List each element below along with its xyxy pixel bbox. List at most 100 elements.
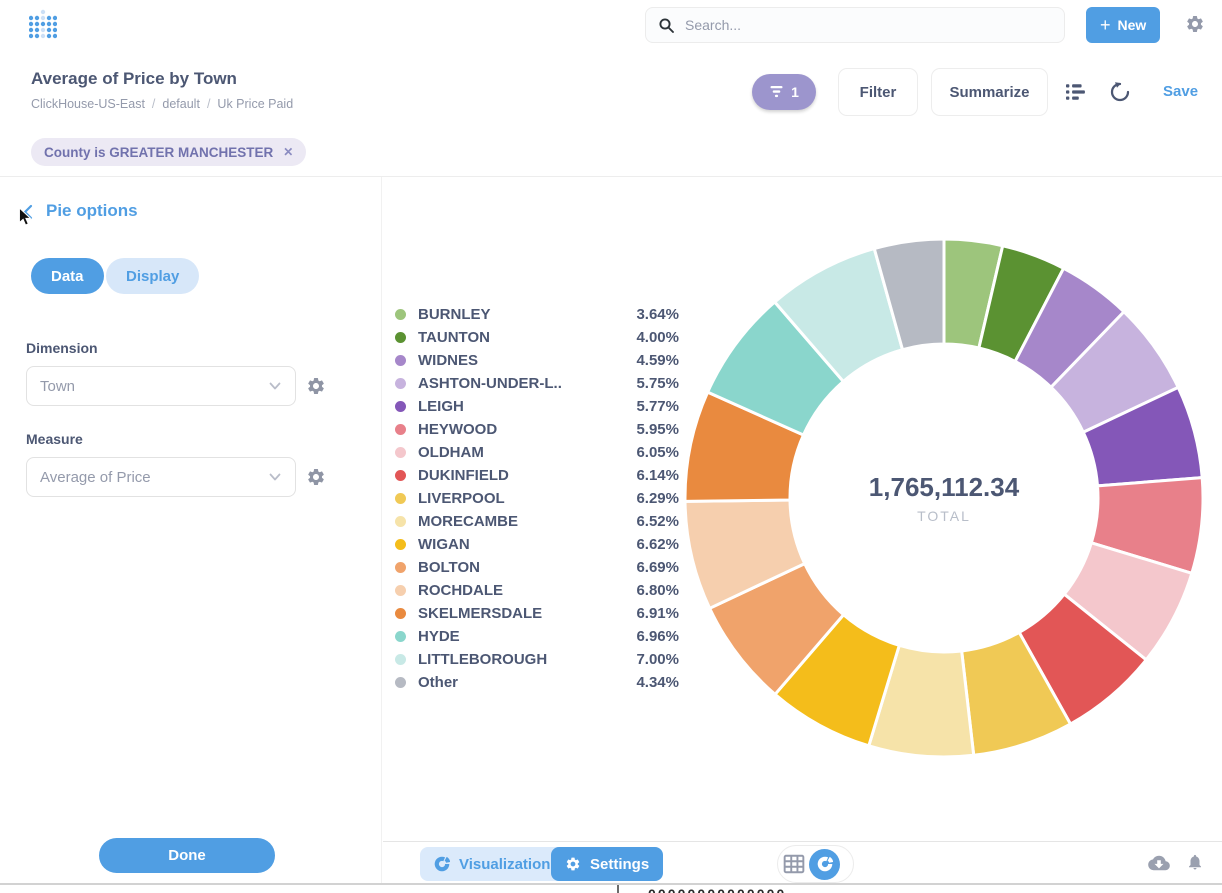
view-toggle bbox=[777, 845, 854, 883]
legend-label: MORECAMBE bbox=[418, 513, 518, 530]
legend-swatch bbox=[395, 332, 406, 343]
measure-label: Measure bbox=[26, 431, 83, 447]
filter-button[interactable]: Filter bbox=[838, 68, 918, 116]
settings-button[interactable]: Settings bbox=[551, 847, 664, 881]
chart-area: BURNLEY 3.64% TAUNTON 4.00% WIDNES 4.59% ASHTO… bbox=[383, 177, 1222, 893]
legend-item[interactable]: ROCHDALE 6.80% bbox=[395, 579, 679, 602]
chevron-down-icon bbox=[269, 382, 281, 390]
breadcrumb: ClickHouse-US-East / default / Uk Price … bbox=[31, 97, 293, 111]
legend-value: 6.96% bbox=[636, 628, 679, 645]
legend-item[interactable]: ASHTON-UNDER-L.. 5.75% bbox=[395, 372, 679, 395]
legend-item[interactable]: WIDNES 4.59% bbox=[395, 349, 679, 372]
legend-item[interactable]: SKELMERSDALE 6.91% bbox=[395, 602, 679, 625]
plus-icon: + bbox=[1100, 15, 1111, 35]
legend-swatch bbox=[395, 585, 406, 596]
legend-swatch bbox=[395, 562, 406, 573]
dimension-value: Town bbox=[40, 377, 76, 395]
refresh-icon[interactable] bbox=[1110, 82, 1130, 102]
pie-view-toggle[interactable] bbox=[809, 848, 840, 880]
new-button[interactable]: + New bbox=[1086, 7, 1161, 43]
legend-value: 5.77% bbox=[636, 398, 679, 415]
filter-count-pill[interactable]: 1 bbox=[752, 74, 816, 110]
search-bar[interactable] bbox=[645, 7, 1065, 43]
breadcrumb-database[interactable]: ClickHouse-US-East bbox=[31, 97, 145, 111]
breadcrumb-table[interactable]: Uk Price Paid bbox=[217, 97, 294, 111]
filter-count: 1 bbox=[791, 84, 799, 100]
legend-swatch bbox=[395, 378, 406, 389]
summarize-button[interactable]: Summarize bbox=[931, 68, 1048, 116]
legend-value: 6.91% bbox=[636, 605, 679, 622]
legend-swatch bbox=[395, 401, 406, 412]
legend-label: Other bbox=[418, 674, 459, 691]
legend-swatch bbox=[395, 447, 406, 458]
legend-value: 6.52% bbox=[636, 513, 679, 530]
tab-data[interactable]: Data bbox=[31, 258, 104, 294]
legend-swatch bbox=[395, 470, 406, 481]
clipped-tick bbox=[617, 885, 619, 893]
legend-item[interactable]: LEIGH 5.77% bbox=[395, 395, 679, 418]
breadcrumb-separator: / bbox=[206, 97, 211, 111]
done-button[interactable]: Done bbox=[99, 838, 275, 873]
legend-item[interactable]: Other 4.34% bbox=[395, 671, 679, 694]
tab-display[interactable]: Display bbox=[106, 258, 200, 294]
legend-label: TAUNTON bbox=[418, 329, 490, 346]
measure-select[interactable]: Average of Price bbox=[26, 457, 296, 497]
legend-label: ROCHDALE bbox=[418, 582, 503, 599]
metabase-logo-icon[interactable] bbox=[29, 9, 57, 41]
legend-label: BOLTON bbox=[418, 559, 480, 576]
legend-item[interactable]: DUKINFIELD 6.14% bbox=[395, 464, 679, 487]
legend-label: WIGAN bbox=[418, 536, 470, 553]
download-icon[interactable] bbox=[1148, 854, 1170, 872]
measure-gear-icon[interactable] bbox=[306, 467, 326, 487]
legend-value: 6.05% bbox=[636, 444, 679, 461]
legend-item[interactable]: HEYWOOD 5.95% bbox=[395, 418, 679, 441]
clipped-text: 00000000000000 bbox=[648, 886, 786, 893]
legend-value: 6.29% bbox=[636, 490, 679, 507]
legend-value: 4.59% bbox=[636, 352, 679, 369]
top-nav: + New bbox=[0, 0, 1222, 56]
breadcrumb-schema[interactable]: default bbox=[162, 97, 200, 111]
legend-value: 5.95% bbox=[636, 421, 679, 438]
visualization-button[interactable]: Visualization bbox=[420, 847, 565, 881]
legend-label: ASHTON-UNDER-L.. bbox=[418, 375, 562, 392]
legend-item[interactable]: WIGAN 6.62% bbox=[395, 533, 679, 556]
header-divider bbox=[0, 176, 1222, 177]
remove-filter-icon[interactable]: ✕ bbox=[283, 145, 294, 159]
legend-label: LITTLEBOROUGH bbox=[418, 651, 548, 668]
table-view-icon[interactable] bbox=[783, 853, 805, 875]
search-input[interactable] bbox=[685, 17, 1052, 33]
legend-item[interactable]: LIVERPOOL 6.29% bbox=[395, 487, 679, 510]
legend-value: 3.64% bbox=[636, 306, 679, 323]
dimension-gear-icon[interactable] bbox=[306, 376, 326, 396]
legend-item[interactable]: OLDHAM 6.05% bbox=[395, 441, 679, 464]
legend-value: 6.80% bbox=[636, 582, 679, 599]
notebook-editor-icon[interactable] bbox=[1066, 82, 1086, 102]
notifications-bell-icon[interactable] bbox=[1186, 852, 1204, 872]
legend-item[interactable]: BURNLEY 3.64% bbox=[395, 303, 679, 326]
legend-swatch bbox=[395, 493, 406, 504]
legend-item[interactable]: HYDE 6.96% bbox=[395, 625, 679, 648]
legend-swatch bbox=[395, 677, 406, 688]
legend-item[interactable]: BOLTON 6.69% bbox=[395, 556, 679, 579]
dimension-label: Dimension bbox=[26, 340, 98, 356]
legend-item[interactable]: MORECAMBE 6.52% bbox=[395, 510, 679, 533]
legend-label: LEIGH bbox=[418, 398, 464, 415]
legend-item[interactable]: LITTLEBOROUGH 7.00% bbox=[395, 648, 679, 671]
chart-legend: BURNLEY 3.64% TAUNTON 4.00% WIDNES 4.59% ASHTO… bbox=[395, 303, 679, 694]
legend-swatch bbox=[395, 516, 406, 527]
gear-icon bbox=[566, 857, 580, 871]
legend-label: LIVERPOOL bbox=[418, 490, 505, 507]
pie-slice-other[interactable] bbox=[872, 237, 946, 352]
dimension-select[interactable]: Town bbox=[26, 366, 296, 406]
legend-item[interactable]: TAUNTON 4.00% bbox=[395, 326, 679, 349]
settings-button-label: Settings bbox=[590, 855, 650, 873]
back-chevron-icon[interactable] bbox=[21, 204, 37, 220]
page-title[interactable]: Average of Price by Town bbox=[31, 69, 237, 88]
search-icon bbox=[659, 17, 674, 33]
save-button[interactable]: Save bbox=[1163, 83, 1199, 100]
legend-label: WIDNES bbox=[418, 352, 478, 369]
sidebar-title: Pie options bbox=[46, 201, 138, 220]
filter-chip[interactable]: County is GREATER MANCHESTER ✕ bbox=[31, 138, 307, 166]
admin-gear-icon[interactable] bbox=[1185, 14, 1205, 34]
legend-value: 6.69% bbox=[636, 559, 679, 576]
